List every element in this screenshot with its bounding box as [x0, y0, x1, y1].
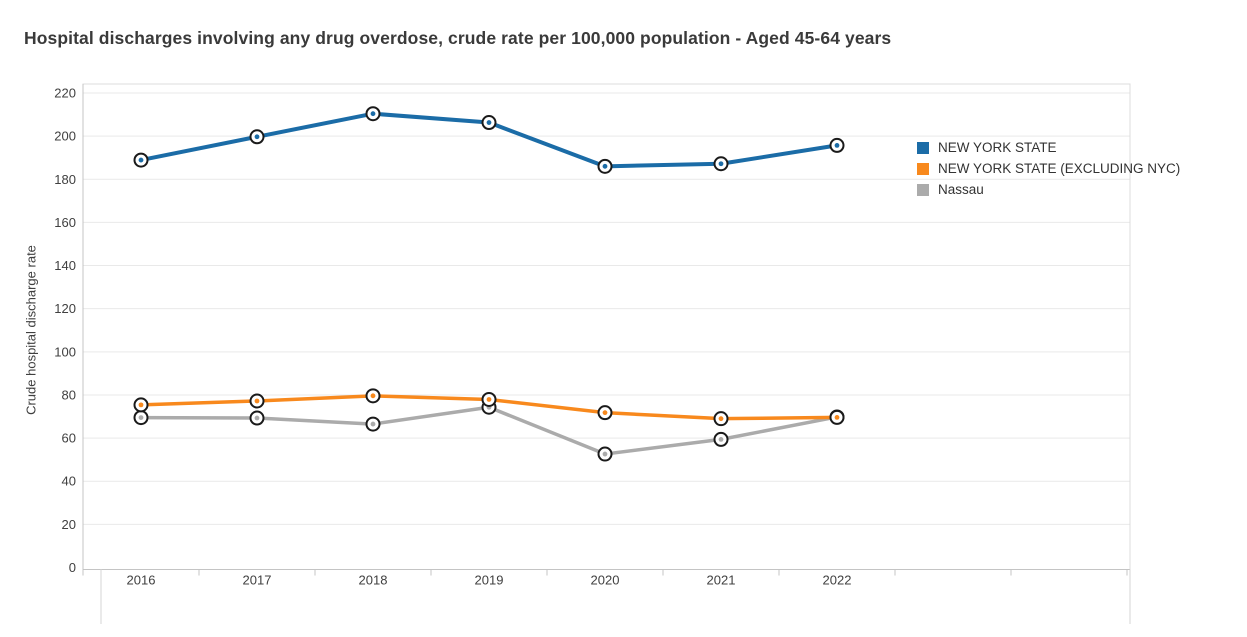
series-group [133, 106, 845, 462]
chart-title: Hospital discharges involving any drug o… [24, 28, 892, 48]
y-tick-label: 100 [54, 344, 76, 359]
data-point-dot [602, 410, 608, 416]
data-point-dot [602, 163, 608, 169]
data-point-dot [370, 393, 376, 399]
data-point-dot [718, 436, 724, 442]
y-tick-label: 160 [54, 215, 76, 230]
y-tick-label: 40 [62, 474, 76, 489]
y-tick-label: 140 [54, 258, 76, 273]
legend-label: NEW YORK STATE [938, 140, 1057, 155]
x-tick-label: 2019 [475, 573, 504, 588]
data-point-dot [138, 415, 144, 421]
x-tick-label: 2021 [707, 573, 736, 588]
x-tick-label: 2018 [359, 573, 388, 588]
y-tick-label: 180 [54, 172, 76, 187]
legend-swatch-icon [917, 183, 929, 196]
legend-swatch-icon [917, 162, 929, 175]
legend-item-new-york-state[interactable]: NEW YORK STATE [917, 137, 1180, 158]
y-tick-label: 120 [54, 301, 76, 316]
legend-item-nassau[interactable]: Nassau [917, 179, 1180, 200]
data-point-dot [254, 134, 260, 140]
x-tick-label: 2017 [243, 573, 272, 588]
y-axis-title: Crude hospital discharge rate [23, 245, 39, 415]
data-point-dot [486, 397, 492, 402]
legend-label: NEW YORK STATE (EXCLUDING NYC) [938, 161, 1181, 176]
data-point-dot [254, 398, 260, 404]
data-point-dot [370, 111, 376, 117]
y-tick-labels: 0 20 40 60 80 100 120 140 160 180 200 220 [54, 86, 76, 576]
data-point-dot [254, 415, 260, 421]
y-tick-label: 200 [54, 129, 76, 144]
legend-item-new-york-state-excluding-nyc[interactable]: NEW YORK STATE (EXCLUDING NYC) [917, 158, 1180, 179]
legend: NEW YORK STATE NEW YORK STATE (EXCLUDING… [917, 137, 1180, 200]
plot-border [82, 83, 1131, 624]
data-point-dot [718, 161, 724, 167]
x-tick-labels: 2016 2017 2018 2019 2020 2021 2022 [127, 573, 852, 588]
data-point-dot [602, 451, 608, 457]
x-tick-label: 2022 [823, 573, 852, 588]
y-tick-label: 80 [62, 387, 76, 402]
data-point-dot [486, 120, 492, 125]
data-point-dot [834, 143, 840, 148]
y-tick-label: 0 [69, 560, 76, 575]
data-point-dot [718, 416, 724, 422]
legend-label: Nassau [938, 182, 984, 197]
y-tick-label: 220 [54, 86, 76, 101]
y-gridlines [83, 92, 1130, 525]
legend-swatch-icon [917, 141, 929, 154]
x-tick-label: 2020 [591, 573, 620, 588]
x-tick-label: 2016 [127, 573, 156, 588]
data-point-dot [370, 421, 376, 427]
data-point-dot [138, 157, 144, 163]
data-point-dot [834, 414, 840, 420]
data-point-dot [138, 402, 144, 408]
y-tick-label: 60 [62, 431, 76, 446]
y-tick-label: 20 [62, 517, 76, 532]
